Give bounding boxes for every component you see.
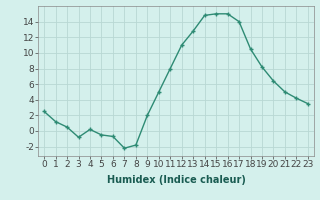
X-axis label: Humidex (Indice chaleur): Humidex (Indice chaleur) xyxy=(107,175,245,185)
